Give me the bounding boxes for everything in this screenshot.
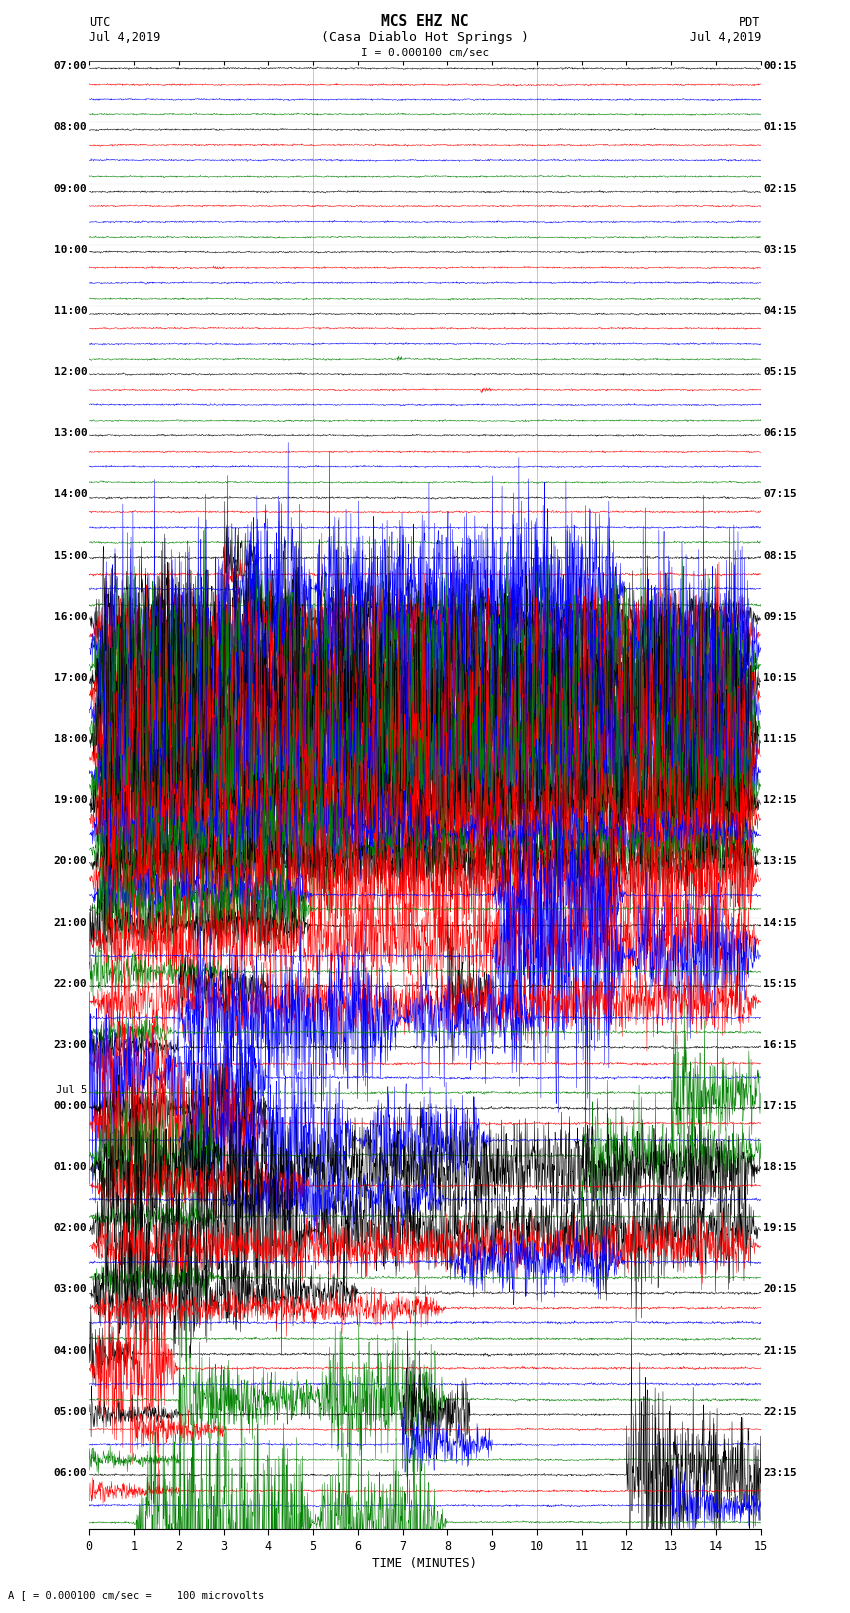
Text: 18:00: 18:00 (54, 734, 88, 744)
Text: 18:15: 18:15 (763, 1161, 797, 1173)
Text: 08:00: 08:00 (54, 123, 88, 132)
Text: 10:15: 10:15 (763, 673, 797, 682)
Text: Jul 4,2019: Jul 4,2019 (689, 31, 761, 44)
Text: 12:00: 12:00 (54, 368, 88, 377)
Text: 06:15: 06:15 (763, 429, 797, 439)
Text: 15:15: 15:15 (763, 979, 797, 989)
Text: A [ = 0.000100 cm/sec =    100 microvolts: A [ = 0.000100 cm/sec = 100 microvolts (8, 1590, 264, 1600)
Text: 21:00: 21:00 (54, 918, 88, 927)
Text: 07:00: 07:00 (54, 61, 88, 71)
Text: 04:15: 04:15 (763, 306, 797, 316)
Text: (Casa Diablo Hot Springs ): (Casa Diablo Hot Springs ) (321, 31, 529, 44)
Text: 11:00: 11:00 (54, 306, 88, 316)
Text: 16:00: 16:00 (54, 611, 88, 621)
Text: Jul 5: Jul 5 (56, 1084, 88, 1095)
Text: 07:15: 07:15 (763, 489, 797, 500)
Text: 00:00: 00:00 (54, 1102, 88, 1111)
Text: 09:00: 09:00 (54, 184, 88, 194)
Text: 00:15: 00:15 (763, 61, 797, 71)
Text: Jul 4,2019: Jul 4,2019 (89, 31, 161, 44)
Text: 03:00: 03:00 (54, 1284, 88, 1295)
Text: 22:00: 22:00 (54, 979, 88, 989)
Text: 15:00: 15:00 (54, 550, 88, 561)
Text: 22:15: 22:15 (763, 1407, 797, 1416)
Text: 05:00: 05:00 (54, 1407, 88, 1416)
Text: 20:00: 20:00 (54, 857, 88, 866)
Text: 01:15: 01:15 (763, 123, 797, 132)
Text: 08:15: 08:15 (763, 550, 797, 561)
Text: 20:15: 20:15 (763, 1284, 797, 1295)
Text: 09:15: 09:15 (763, 611, 797, 621)
Text: MCS EHZ NC: MCS EHZ NC (382, 15, 468, 29)
Text: 13:00: 13:00 (54, 429, 88, 439)
Text: 19:15: 19:15 (763, 1223, 797, 1234)
Text: UTC: UTC (89, 16, 110, 29)
Text: 17:00: 17:00 (54, 673, 88, 682)
Text: 14:15: 14:15 (763, 918, 797, 927)
Text: 06:00: 06:00 (54, 1468, 88, 1478)
Text: 14:00: 14:00 (54, 489, 88, 500)
Text: 02:15: 02:15 (763, 184, 797, 194)
Text: 05:15: 05:15 (763, 368, 797, 377)
Text: 11:15: 11:15 (763, 734, 797, 744)
Text: 02:00: 02:00 (54, 1223, 88, 1234)
Text: 19:00: 19:00 (54, 795, 88, 805)
Text: 12:15: 12:15 (763, 795, 797, 805)
Text: 10:00: 10:00 (54, 245, 88, 255)
Text: 04:00: 04:00 (54, 1345, 88, 1355)
Text: 17:15: 17:15 (763, 1102, 797, 1111)
Text: 23:00: 23:00 (54, 1040, 88, 1050)
Text: 16:15: 16:15 (763, 1040, 797, 1050)
Text: 21:15: 21:15 (763, 1345, 797, 1355)
X-axis label: TIME (MINUTES): TIME (MINUTES) (372, 1557, 478, 1569)
Text: 03:15: 03:15 (763, 245, 797, 255)
Text: 01:00: 01:00 (54, 1161, 88, 1173)
Text: 23:15: 23:15 (763, 1468, 797, 1478)
Text: I = 0.000100 cm/sec: I = 0.000100 cm/sec (361, 48, 489, 58)
Text: PDT: PDT (740, 16, 761, 29)
Text: 13:15: 13:15 (763, 857, 797, 866)
